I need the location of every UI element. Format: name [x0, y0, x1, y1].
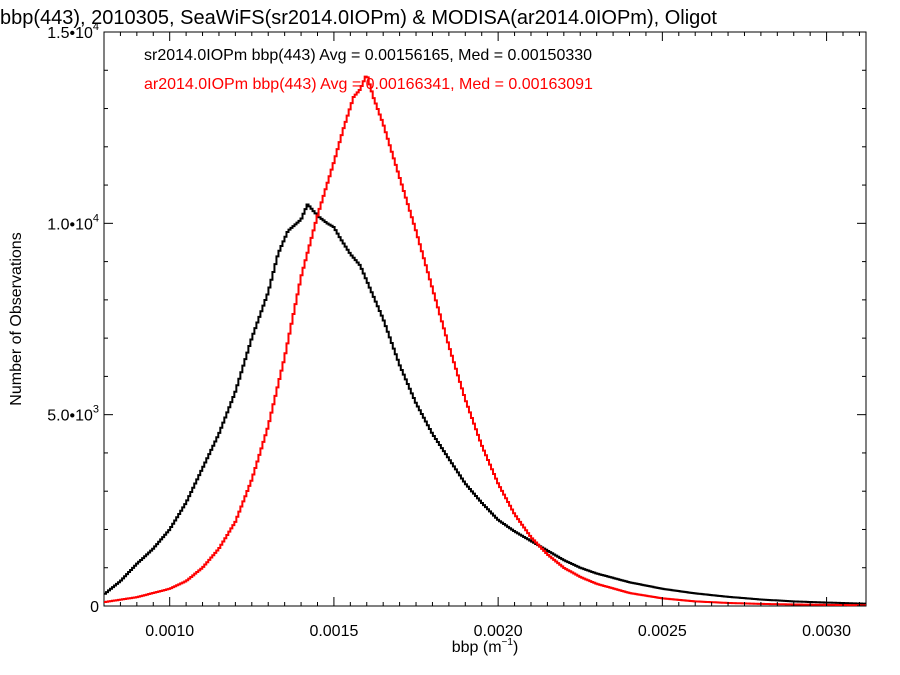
y-tick-label: 1.5•104 [47, 21, 99, 42]
series-line-0 [104, 203, 866, 605]
y-tick-label: 1.0•104 [47, 212, 99, 233]
x-tick-label: 0.0030 [802, 623, 851, 640]
x-tick-label: 0.0010 [145, 623, 194, 640]
series-line-1 [104, 75, 866, 607]
x-axis-label-base: bbp (m [452, 639, 502, 656]
x-tick-label: 0.0015 [309, 623, 358, 640]
y-axis-label: Number of Observations [8, 232, 25, 405]
y-tick-label: 5.0•103 [47, 404, 99, 425]
legend-entry-sr2014: sr2014.0IOPm bbp(443) Avg = 0.00156165, … [144, 47, 592, 64]
x-axis-label-superscript: −1 [502, 637, 514, 648]
plot-frame [103, 31, 867, 607]
x-axis-label: bbp (m−1) [452, 637, 519, 656]
y-axis-ticks: 0 5.0•103 1.0•104 1.5•104 [47, 21, 866, 616]
x-tick-label: 0.0020 [474, 623, 523, 640]
chart-title: bbp(443), 2010305, SeaWiFS(sr2014.0IOPm)… [0, 7, 717, 29]
y-tick-label: 0 [90, 599, 99, 616]
x-tick-label: 0.0025 [638, 623, 687, 640]
x-axis-ticks: 0.0010 0.0015 0.0020 0.0025 0.0030 [119, 32, 860, 640]
series-layer [104, 75, 866, 607]
x-axis-label-tail: ) [513, 639, 518, 656]
legend-entry-ar2014: ar2014.0IOPm bbp(443) Avg = 0.00166341, … [144, 76, 593, 93]
